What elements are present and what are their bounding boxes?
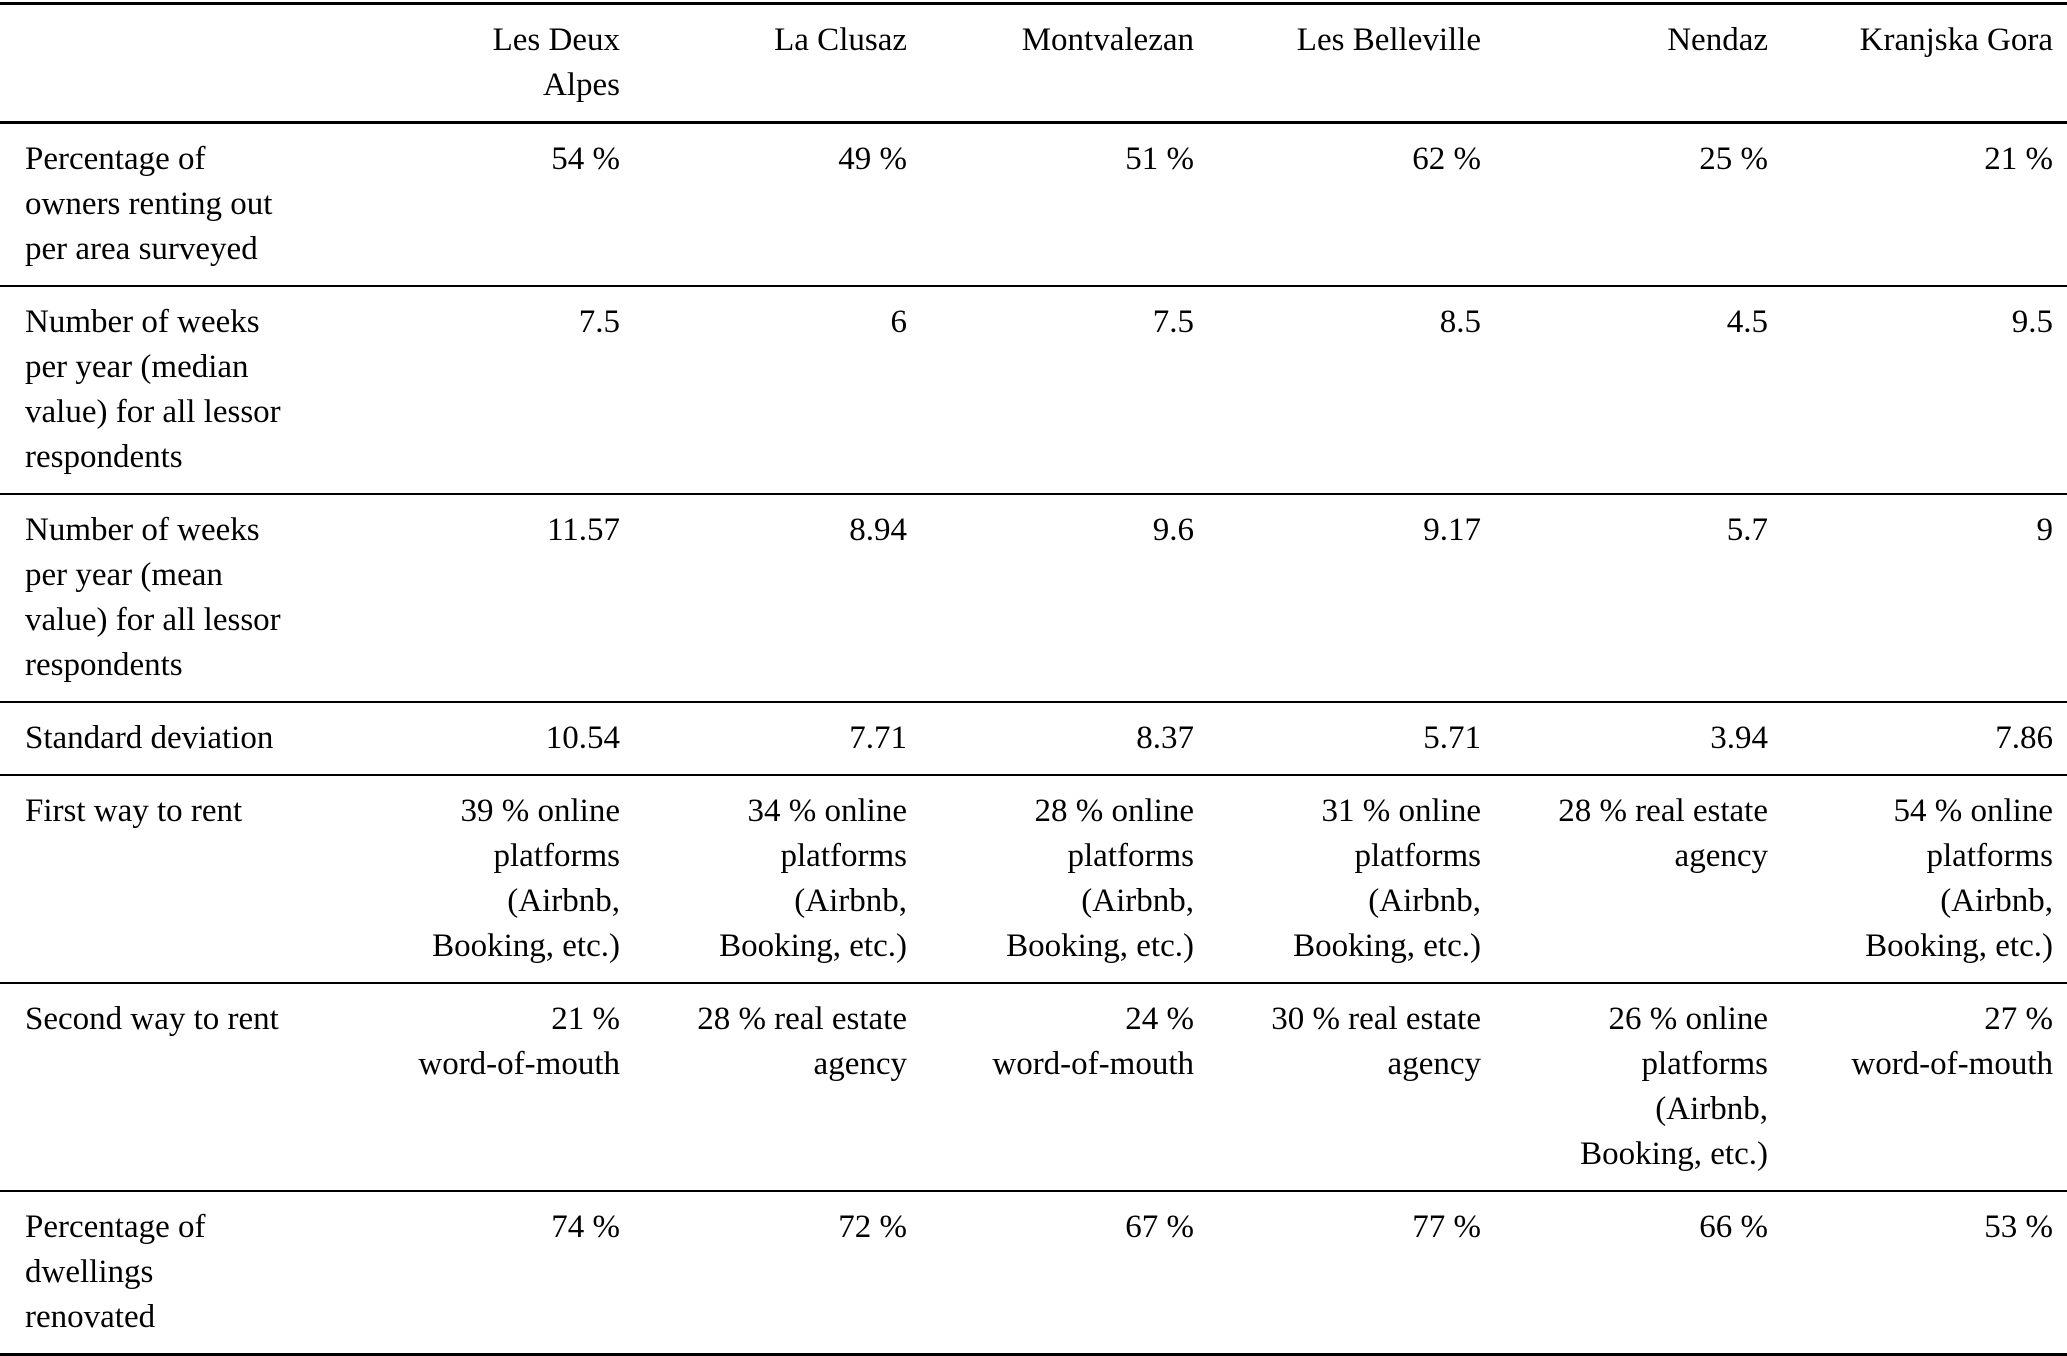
table-row-first-way-to-rent: First way to rent 39 % online platforms … bbox=[0, 775, 2067, 983]
table-cell: 6 bbox=[890, 304, 908, 340]
table-cell: 72 % bbox=[838, 1209, 907, 1245]
table-cell: 27 % word-of-mouth bbox=[1851, 1001, 2053, 1082]
column-header-les-deux-alpes: Les Deux Alpes bbox=[492, 22, 620, 103]
row-label: Standard deviation bbox=[25, 720, 274, 756]
table-cell: 74 % bbox=[551, 1209, 620, 1245]
header-row: Les Deux Alpes La Clusaz Montvalezan Les… bbox=[0, 4, 2067, 123]
table-cell: 5.7 bbox=[1726, 512, 1768, 548]
table-cell: 9 bbox=[2036, 512, 2054, 548]
table-row-standard-deviation: Standard deviation 10.54 7.71 8.37 5.71 … bbox=[0, 702, 2067, 775]
table-cell: 7.71 bbox=[849, 720, 907, 756]
row-label: Number of weeks per year (median value) … bbox=[25, 304, 281, 475]
table-cell: 8.5 bbox=[1439, 304, 1481, 340]
column-header-montvalezan: Montvalezan bbox=[1021, 22, 1194, 58]
table-row-percentage-owners-renting: Percentage of owners renting out per are… bbox=[0, 123, 2067, 286]
table-cell: 7.5 bbox=[578, 304, 620, 340]
table-body: Percentage of owners renting out per are… bbox=[0, 123, 2067, 1355]
table-cell: 8.94 bbox=[849, 512, 907, 548]
row-label: Second way to rent bbox=[25, 1001, 279, 1037]
column-header-les-belleville: Les Belleville bbox=[1296, 22, 1481, 58]
table-cell: 25 % bbox=[1699, 141, 1768, 177]
table-cell: 39 % online platforms (Airbnb, Booking, … bbox=[432, 793, 620, 964]
table-cell: 28 % online platforms (Airbnb, Booking, … bbox=[1006, 793, 1194, 964]
table-cell: 3.94 bbox=[1710, 720, 1768, 756]
row-label: Percentage of dwellings renovated bbox=[25, 1209, 206, 1335]
table-cell: 77 % bbox=[1412, 1209, 1481, 1245]
column-header-kranjska-gora: Kranjska Gora bbox=[1859, 22, 2053, 58]
table-cell: 28 % real estate agency bbox=[697, 1001, 907, 1082]
table-cell: 34 % online platforms (Airbnb, Booking, … bbox=[719, 793, 907, 964]
table-cell: 9.6 bbox=[1152, 512, 1194, 548]
row-label: Percentage of owners renting out per are… bbox=[25, 141, 273, 267]
table-cell: 67 % bbox=[1125, 1209, 1194, 1245]
table-cell: 8.37 bbox=[1136, 720, 1194, 756]
table-cell: 54 % online platforms (Airbnb, Booking, … bbox=[1865, 793, 2053, 964]
table-cell: 9.17 bbox=[1423, 512, 1481, 548]
table-cell: 54 % bbox=[551, 141, 620, 177]
table-cell: 4.5 bbox=[1726, 304, 1768, 340]
table-cell: 7.86 bbox=[1995, 720, 2053, 756]
table-cell: 62 % bbox=[1412, 141, 1481, 177]
column-header-nendaz: Nendaz bbox=[1667, 22, 1768, 58]
table-cell: 7.5 bbox=[1152, 304, 1194, 340]
table-cell: 21 % bbox=[1984, 141, 2053, 177]
table-cell: 66 % bbox=[1699, 1209, 1768, 1245]
table-cell: 21 % word-of-mouth bbox=[418, 1001, 620, 1082]
table-cell: 31 % online platforms (Airbnb, Booking, … bbox=[1293, 793, 1481, 964]
table-cell: 30 % real estate agency bbox=[1271, 1001, 1481, 1082]
table-cell: 49 % bbox=[838, 141, 907, 177]
table-cell: 5.71 bbox=[1423, 720, 1481, 756]
table-cell: 10.54 bbox=[545, 720, 620, 756]
row-label: First way to rent bbox=[25, 793, 243, 829]
table-cell: 11.57 bbox=[546, 512, 620, 548]
table-row-weeks-median: Number of weeks per year (median value) … bbox=[0, 286, 2067, 494]
table-cell: 53 % bbox=[1984, 1209, 2053, 1245]
table-row-second-way-to-rent: Second way to rent 21 % word-of-mouth 28… bbox=[0, 983, 2067, 1191]
row-label: Number of weeks per year (mean value) fo… bbox=[25, 512, 281, 683]
table-row-weeks-mean: Number of weeks per year (mean value) fo… bbox=[0, 494, 2067, 702]
table-cell: 24 % word-of-mouth bbox=[992, 1001, 1194, 1082]
column-header-la-clusaz: La Clusaz bbox=[774, 22, 907, 58]
table-header: Les Deux Alpes La Clusaz Montvalezan Les… bbox=[0, 4, 2067, 123]
table-cell: 26 % online platforms (Airbnb, Booking, … bbox=[1580, 1001, 1768, 1172]
corner-cell bbox=[0, 4, 333, 123]
table-cell: 9.5 bbox=[2011, 304, 2053, 340]
table-row-percentage-dwellings-renovated: Percentage of dwellings renovated 74 % 7… bbox=[0, 1191, 2067, 1355]
table-cell: 51 % bbox=[1125, 141, 1194, 177]
table-cell: 28 % real estate agency bbox=[1558, 793, 1768, 874]
